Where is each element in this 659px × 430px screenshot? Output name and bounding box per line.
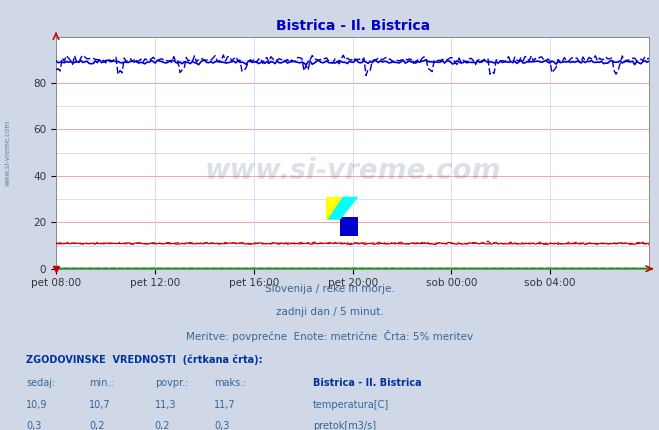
Text: maks.:: maks.: (214, 378, 246, 388)
Text: sedaj:: sedaj: (26, 378, 55, 388)
Text: www.si-vreme.com: www.si-vreme.com (5, 120, 11, 186)
Text: 0,3: 0,3 (214, 421, 229, 430)
Text: 0,3: 0,3 (26, 421, 42, 430)
Text: 11,3: 11,3 (155, 400, 177, 410)
Text: min.:: min.: (89, 378, 114, 388)
Polygon shape (327, 197, 358, 220)
Text: Slovenija / reke in morje.: Slovenija / reke in morje. (264, 284, 395, 294)
Text: www.si-vreme.com: www.si-vreme.com (204, 157, 501, 185)
Text: temperatura[C]: temperatura[C] (313, 400, 389, 410)
Text: zadnji dan / 5 minut.: zadnji dan / 5 minut. (275, 307, 384, 317)
Text: 0,2: 0,2 (155, 421, 171, 430)
Title: Bistrica - Il. Bistrica: Bistrica - Il. Bistrica (275, 18, 430, 33)
Text: povpr.:: povpr.: (155, 378, 188, 388)
Text: 0,2: 0,2 (89, 421, 105, 430)
Text: Meritve: povprečne  Enote: metrične  Črta: 5% meritev: Meritve: povprečne Enote: metrične Črta:… (186, 330, 473, 342)
Text: 10,7: 10,7 (89, 400, 111, 410)
Text: Bistrica - Il. Bistrica: Bistrica - Il. Bistrica (313, 378, 422, 388)
Text: 11,7: 11,7 (214, 400, 236, 410)
Bar (326, 197, 343, 220)
Text: 10,9: 10,9 (26, 400, 48, 410)
Text: ZGODOVINSKE  VREDNOSTI  (črtkana črta):: ZGODOVINSKE VREDNOSTI (črtkana črta): (26, 355, 263, 365)
Text: pretok[m3/s]: pretok[m3/s] (313, 421, 376, 430)
Bar (340, 217, 358, 236)
